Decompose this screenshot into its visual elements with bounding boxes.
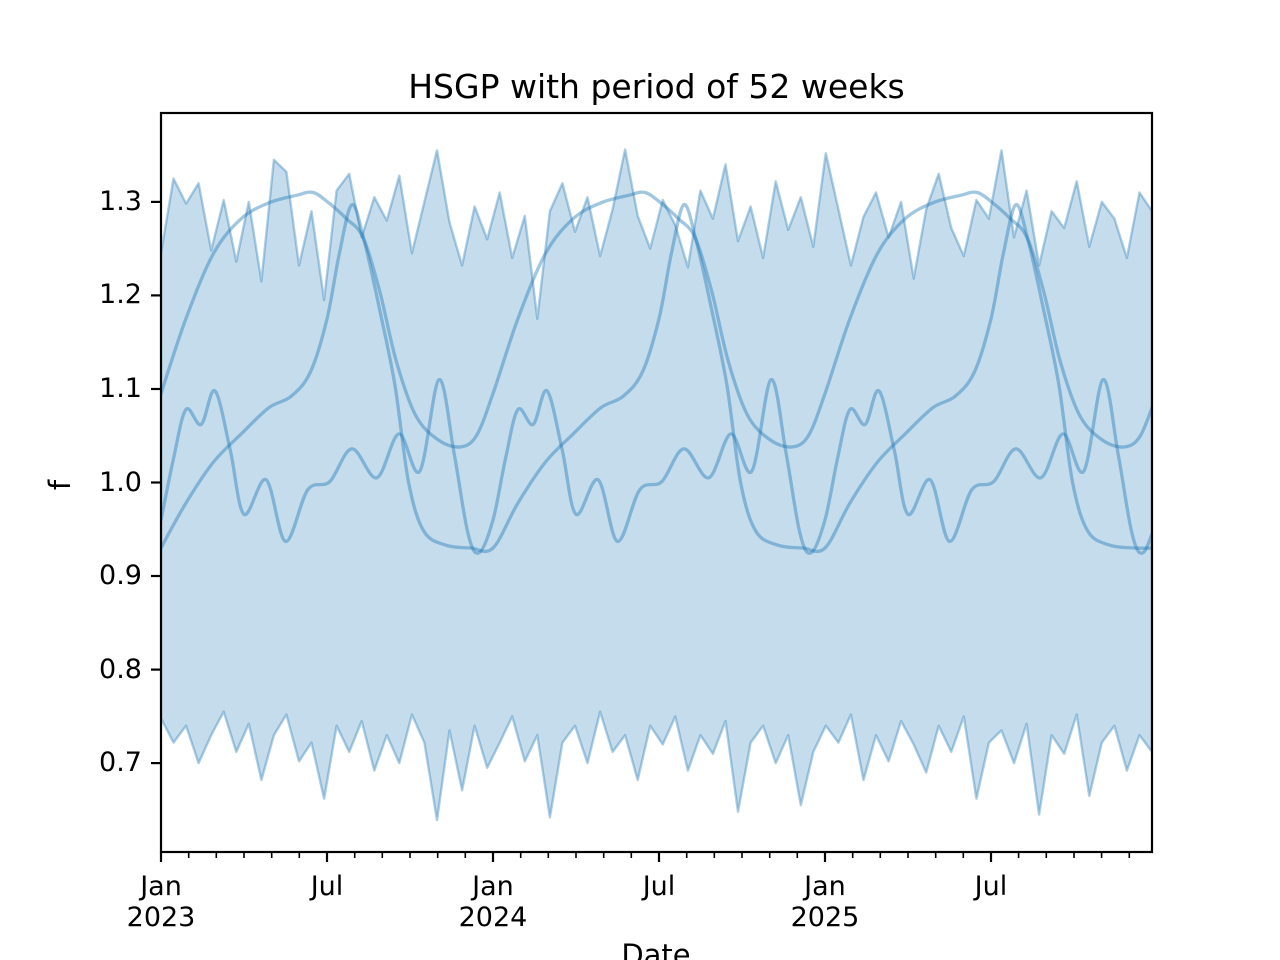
tick-marks [151, 200, 1131, 862]
x-tick-month: Jan [140, 871, 182, 902]
x-tick-year: 2024 [458, 902, 528, 933]
y-tick-label-0.8: 0.8 [99, 653, 142, 685]
x-tick-month: Jan [472, 871, 514, 902]
x-tick-month: Jul [974, 871, 1008, 902]
x-tick-label-Jul: Jul [262, 871, 392, 902]
sample-line-3 [161, 377, 1152, 555]
x-tick-label-Jul: Jul [926, 871, 1056, 902]
y-tick-label-0.7: 0.7 [99, 747, 142, 779]
chart-title: HSGP with period of 52 weeks [408, 67, 905, 106]
hdi-band [161, 148, 1152, 822]
y-tick-label-1.1: 1.1 [99, 372, 142, 404]
y-tick-label-0.9: 0.9 [99, 560, 142, 592]
x-tick-label-Jan-2025: Jan 2025 [760, 871, 890, 933]
y-tick-label-1.2: 1.2 [99, 279, 142, 311]
x-tick-month: Jul [642, 871, 676, 902]
sample-line-1 [161, 190, 1152, 449]
x-tick-label-Jan-2023: Jan 2023 [96, 871, 226, 933]
y-tick-label-1.3: 1.3 [99, 185, 142, 217]
x-tick-label-Jul: Jul [594, 871, 724, 902]
y-tick-label-1.0: 1.0 [99, 466, 142, 498]
x-axis-label: Date [621, 938, 691, 960]
x-tick-year: 2025 [790, 902, 860, 933]
x-tick-month: Jul [310, 871, 344, 902]
sample-line-2 [161, 203, 1152, 554]
x-tick-month: Jan [804, 871, 846, 902]
x-tick-year: 2023 [126, 902, 196, 933]
x-tick-label-Jan-2024: Jan 2024 [428, 871, 558, 933]
